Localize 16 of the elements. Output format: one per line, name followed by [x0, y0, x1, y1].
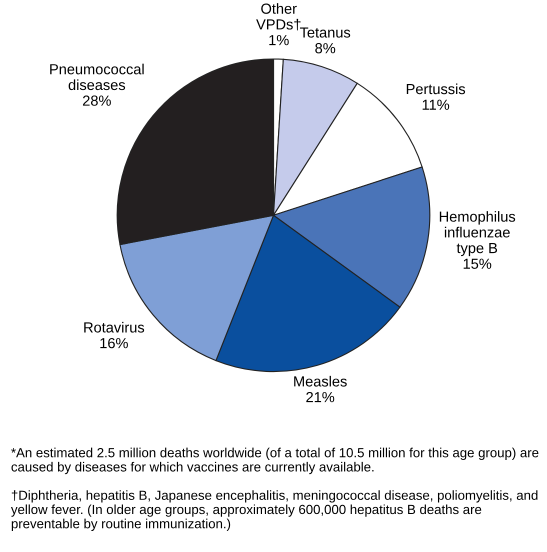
slice-label: Hemophilus influenzae type B	[440, 211, 516, 256]
data-label: 28%	[82, 95, 111, 106]
text: †Diphtheria, hepatitis B, Japanese encephalitis, meningococcal disease, poliomyelitis, and yellow fever. (In older age groups, approximately 600,000 hepatitus B deaths are preventable by routine immunization.)	[10, 490, 538, 531]
slice-label: Pertussis	[406, 83, 466, 94]
data-label: 11%	[422, 100, 450, 110]
data-label: 15%	[464, 258, 492, 269]
data-label: 16%	[100, 338, 128, 348]
slice-label: Other VPDs†	[256, 3, 300, 30]
slice-label: Tetanus	[300, 27, 350, 38]
data-label: 8%	[315, 43, 336, 54]
slice-label: Rotavirus	[84, 322, 144, 333]
text: *An estimated 2.5 million deaths worldwide (of a total of 10.5 million for this age group) are caused by diseases for which vaccines are currently available.	[11, 448, 538, 474]
slice-label: Pneumococcal diseases	[50, 64, 144, 90]
data-label: 1%	[269, 34, 289, 46]
slice-label: Measles	[294, 376, 347, 387]
data-label: 21%	[306, 392, 334, 402]
